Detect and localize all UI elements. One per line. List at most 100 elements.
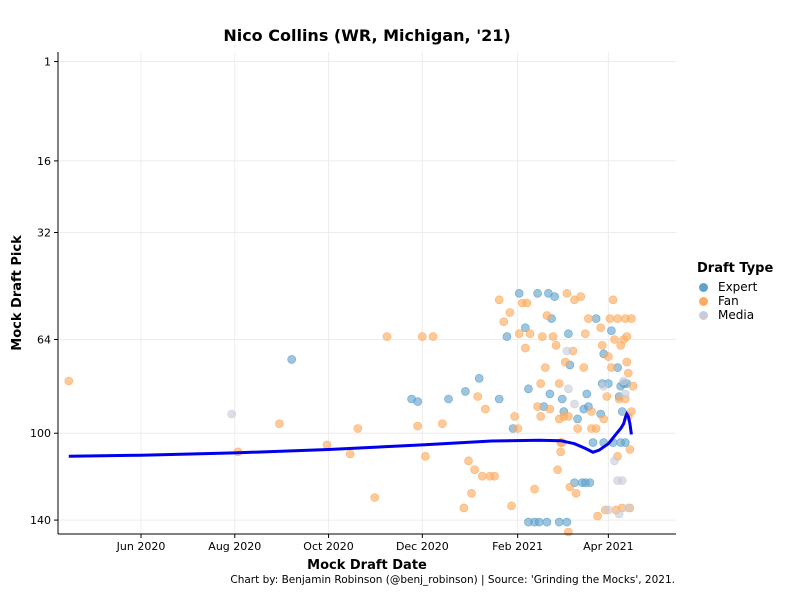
point-fan — [564, 412, 573, 421]
legend: Draft Type Expert Fan Media — [697, 261, 797, 322]
point-expert — [588, 438, 598, 447]
point-fan — [553, 465, 562, 475]
y-tick-label: 32 — [37, 227, 51, 240]
point-fan — [605, 314, 615, 323]
point-fan — [533, 402, 542, 411]
point-fan — [591, 424, 601, 433]
point-expert — [573, 414, 582, 424]
point-expert — [514, 288, 524, 298]
gridlines — [58, 52, 676, 534]
point-media — [564, 384, 573, 394]
point-expert — [520, 323, 530, 333]
point-fan — [622, 357, 632, 367]
point-fan — [540, 363, 550, 372]
point-fan — [551, 340, 561, 350]
point-fan — [565, 482, 575, 492]
legend-item-expert: Expert — [697, 280, 797, 294]
x-tick-label: Feb 2021 — [492, 540, 543, 553]
legend-swatch-media — [699, 310, 708, 320]
point-fan — [413, 421, 423, 431]
point-fan — [571, 488, 581, 498]
point-fan — [628, 381, 638, 391]
point-fan — [520, 343, 530, 353]
point-media — [619, 376, 629, 386]
chart-caption: Chart by: Benjamin Robinson (@benj_robin… — [230, 574, 675, 586]
point-fan — [322, 440, 332, 450]
point-fan — [613, 314, 622, 323]
point-fan — [564, 527, 573, 537]
point-fan — [275, 419, 284, 429]
scatter-points — [64, 288, 638, 537]
point-media — [610, 456, 619, 466]
point-expert — [545, 389, 555, 399]
point-expert — [524, 384, 533, 394]
point-fan — [627, 314, 636, 323]
point-fan — [382, 332, 392, 341]
point-fan — [587, 407, 596, 416]
y-axis-label: Mock Draft Pick — [10, 235, 25, 351]
point-expert — [557, 394, 567, 404]
point-fan — [536, 379, 546, 388]
legend-swatch-fan — [699, 296, 708, 306]
point-expert — [287, 355, 297, 364]
point-expert — [620, 438, 630, 447]
point-expert — [582, 389, 592, 399]
x-tick-label: Oct 2020 — [303, 540, 354, 553]
y-tick-label: 64 — [37, 334, 51, 347]
point-fan — [593, 511, 602, 521]
point-fan — [421, 451, 430, 461]
point-expert — [502, 332, 512, 341]
y-tick-label: 1 — [44, 56, 51, 69]
point-fan — [579, 363, 589, 372]
point-media — [623, 503, 633, 513]
point-fan — [596, 323, 606, 333]
point-fan — [353, 424, 363, 433]
point-fan — [584, 314, 593, 323]
y-tick-label: 16 — [37, 155, 51, 168]
point-fan — [623, 368, 633, 378]
point-media — [599, 381, 609, 391]
legend-label-expert: Expert — [718, 280, 758, 294]
point-fan — [599, 414, 609, 424]
point-expert — [591, 314, 601, 323]
legend-label-fan: Fan — [718, 294, 739, 308]
point-fan — [494, 295, 504, 305]
point-fan — [602, 392, 612, 401]
chart-title: Nico Collins (WR, Michigan, '21) — [223, 26, 510, 45]
x-tick-label: Dec 2020 — [396, 540, 449, 553]
point-fan — [545, 404, 555, 414]
point-fan — [513, 424, 523, 433]
trend-line — [68, 410, 633, 458]
point-fan — [499, 317, 509, 327]
point-expert — [542, 517, 552, 527]
point-fan — [610, 335, 619, 344]
legend-swatch-expert — [699, 282, 708, 292]
point-media — [570, 399, 579, 409]
point-fan — [505, 308, 515, 317]
point-expert — [474, 373, 484, 383]
point-expert — [564, 329, 573, 339]
point-fan — [622, 332, 632, 341]
legend-label-media: Media — [718, 308, 755, 322]
point-expert — [562, 517, 572, 527]
point-fan — [437, 419, 447, 429]
y-axis-ticks: 1 16 32 64 100 140 — [30, 56, 58, 527]
point-fan — [548, 332, 558, 341]
point-expert — [444, 394, 453, 404]
x-tick-label: Apr 2021 — [583, 540, 634, 553]
x-axis-ticks: Jun 2020 Aug 2020 Oct 2020 Dec 2020 Feb 2021… — [116, 534, 634, 553]
point-expert — [554, 517, 564, 527]
point-fan — [554, 379, 564, 388]
point-fan — [464, 456, 473, 466]
point-fan — [417, 332, 427, 341]
x-axis-label: Mock Draft Date — [307, 558, 427, 573]
point-media — [604, 505, 613, 515]
point-expert — [585, 478, 595, 488]
y-tick-label: 100 — [30, 427, 51, 440]
point-fan — [481, 404, 490, 414]
point-fan — [576, 292, 586, 301]
point-fan — [459, 503, 469, 513]
point-fan — [542, 311, 552, 320]
point-fan — [507, 501, 516, 511]
